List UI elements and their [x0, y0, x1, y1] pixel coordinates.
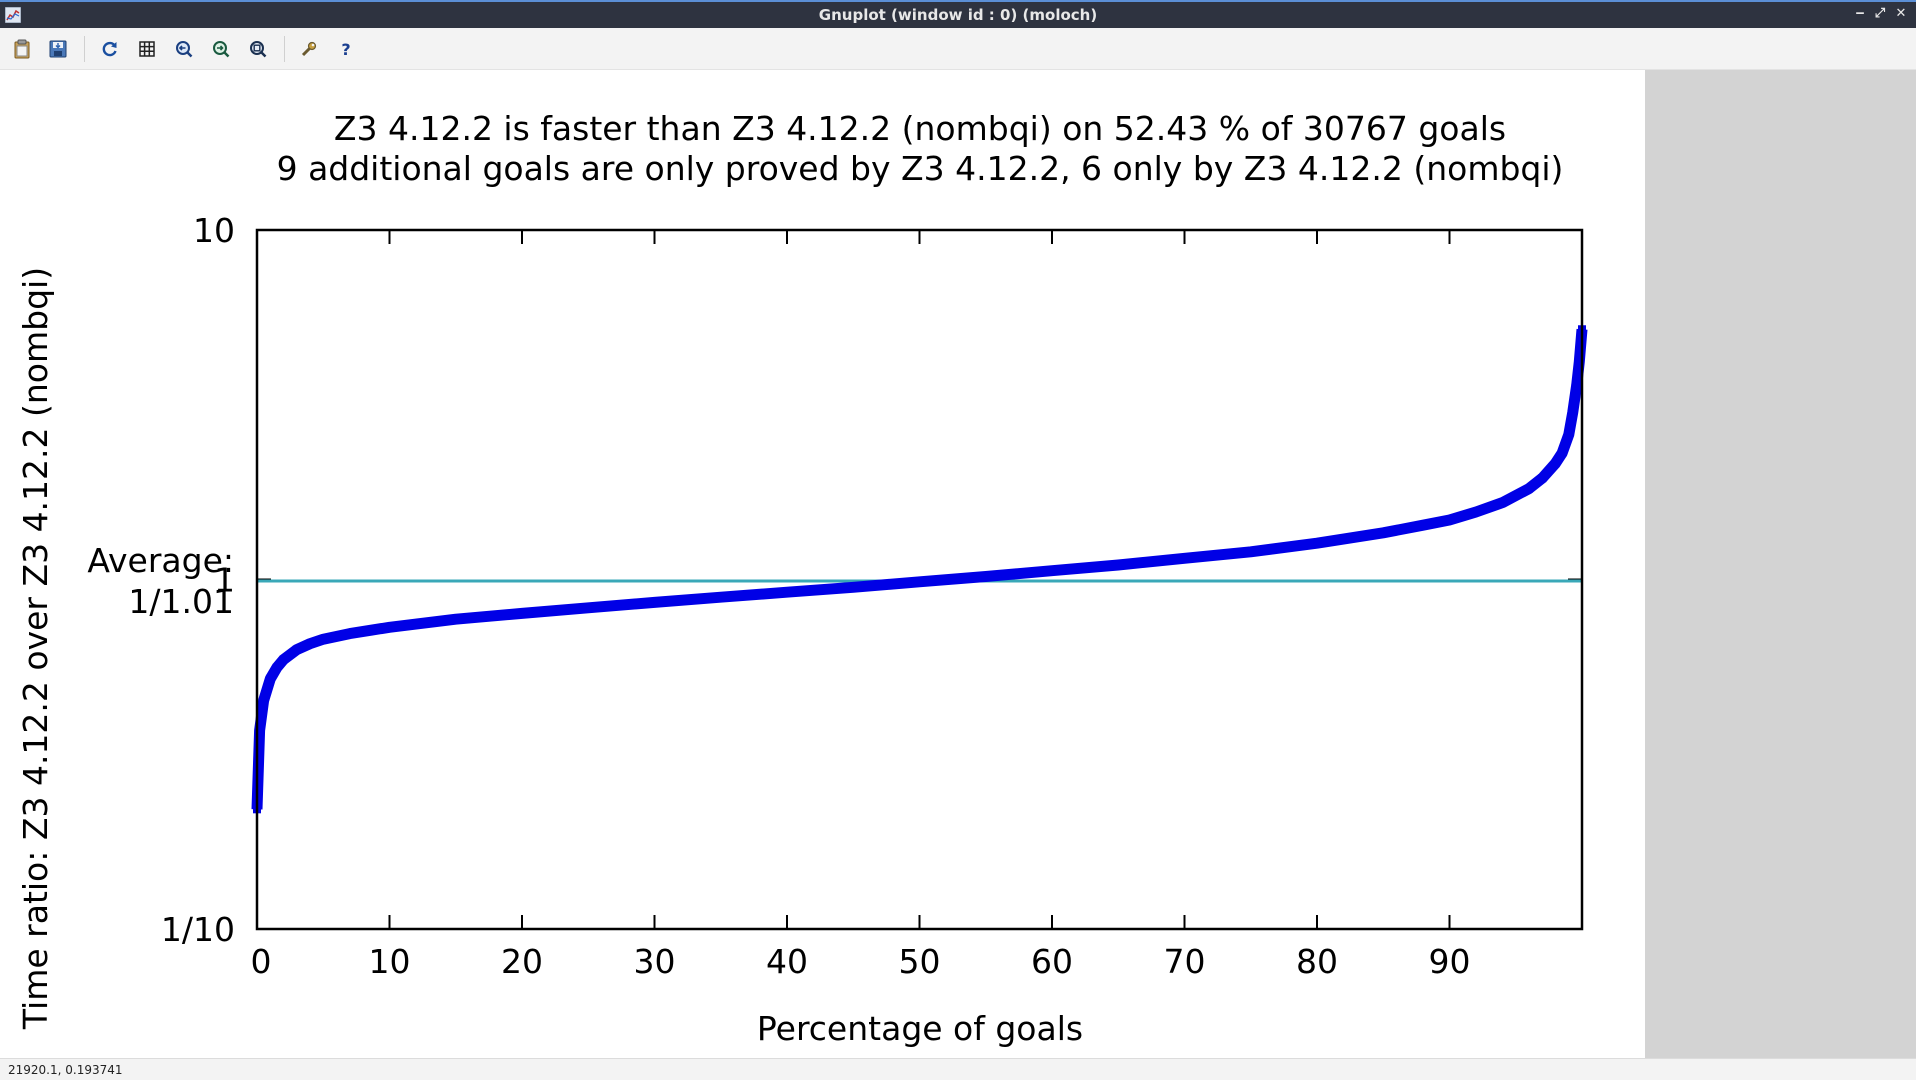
zoom-previous-icon	[176, 41, 193, 58]
data-point	[1551, 459, 1560, 468]
x-axis-label: Percentage of goals	[757, 1009, 1083, 1048]
data-point	[1525, 484, 1533, 493]
average-value-label: 1/1.01	[128, 582, 234, 621]
data-point	[1564, 430, 1573, 439]
refresh-icon	[102, 41, 117, 57]
x-tick-label: 60	[1031, 942, 1073, 981]
clipboard-icon	[14, 39, 30, 59]
data-point	[1048, 566, 1056, 575]
side-panel	[1645, 70, 1916, 1058]
series-line	[251, 328, 1588, 810]
data-point	[1379, 528, 1388, 537]
previous-zoom-button[interactable]	[172, 37, 196, 61]
data-point	[259, 696, 268, 705]
y-axis-label: Time ratio: Z3 4.12.2 over Z3 4.12.2 (no…	[16, 267, 55, 1030]
data-point	[915, 577, 924, 586]
data-point	[981, 572, 990, 581]
restore-icon[interactable]: ⤢	[1874, 6, 1886, 21]
x-tick-label: 0	[251, 942, 272, 981]
x-tick-label: 10	[369, 942, 411, 981]
title-bar[interactable]: Gnuplot (window id : 0) (moloch) ‒ ⤢ ✕	[0, 0, 1916, 28]
y-tick-label: 1	[214, 561, 235, 600]
data-point	[1538, 474, 1547, 483]
help-icon: ?	[341, 40, 350, 58]
next-zoom-button[interactable]	[209, 37, 233, 61]
data-point	[518, 609, 526, 618]
data-point	[1558, 449, 1567, 458]
data-point	[255, 726, 264, 735]
data-point	[783, 588, 791, 597]
plot-canvas[interactable]: Z3 4.12.2 is faster than Z3 4.12.2 (nomb…	[0, 70, 1645, 1058]
y-tick-label: 10	[193, 211, 235, 250]
data-point	[306, 639, 314, 648]
data-point	[1575, 357, 1584, 366]
ticks-layer: 0 10 20 30 40 50 60 70 80 90 1/10 1 10	[161, 211, 1582, 981]
data-point	[650, 598, 659, 607]
data-point	[1572, 381, 1581, 390]
toolbar: ?	[0, 28, 1916, 70]
y-tick-label: 1/10	[161, 910, 235, 949]
data-point	[266, 674, 275, 683]
average-label: Average:	[87, 541, 234, 580]
data-point	[345, 629, 354, 638]
series-layer	[251, 325, 1588, 814]
toolbar-separator	[84, 36, 85, 62]
plot-frame	[255, 228, 1584, 931]
minimize-icon[interactable]: ‒	[1855, 6, 1865, 21]
data-point	[292, 645, 301, 654]
x-tick-label: 30	[634, 942, 676, 981]
help-button[interactable]: ?	[334, 37, 358, 61]
window-title: Gnuplot (window id : 0) (moloch)	[818, 6, 1098, 24]
zoom-autoscale-icon	[250, 41, 267, 58]
status-bar: 21920.1, 0.193741	[0, 1058, 1916, 1080]
close-icon[interactable]: ✕	[1895, 6, 1907, 21]
data-point	[1472, 508, 1480, 517]
data-point	[1445, 515, 1454, 524]
data-point	[1568, 408, 1577, 417]
data-point	[319, 635, 328, 644]
app-icon	[5, 7, 21, 23]
data-point	[1313, 539, 1321, 548]
chart-title: Z3 4.12.2 is faster than Z3 4.12.2 (nomb…	[334, 109, 1506, 148]
frame-layer	[255, 228, 1584, 931]
chart-subtitle: 9 additional goals are only proved by Z3…	[277, 149, 1564, 188]
chart[interactable]: Z3 4.12.2 is faster than Z3 4.12.2 (nomb…	[0, 70, 1645, 1058]
grid-button[interactable]	[135, 37, 159, 61]
export-button[interactable]	[46, 37, 70, 61]
data-point	[849, 583, 858, 592]
data-point	[1246, 547, 1255, 556]
x-tick-label: 70	[1164, 942, 1206, 981]
x-tick-label: 50	[899, 942, 941, 981]
data-point	[451, 615, 460, 624]
data-point	[1498, 498, 1507, 507]
autoscale-button[interactable]	[246, 37, 270, 61]
replot-button[interactable]	[98, 37, 122, 61]
x-tick-label: 40	[766, 942, 808, 981]
zoom-next-icon	[213, 41, 230, 58]
options-button[interactable]	[297, 37, 321, 61]
data-point	[1114, 561, 1123, 570]
data-point	[716, 593, 725, 602]
toolbar-separator	[284, 36, 285, 62]
wrench-icon	[301, 41, 317, 57]
x-tick-label: 80	[1296, 942, 1338, 981]
data-point	[279, 655, 288, 664]
x-tick-label: 20	[501, 942, 543, 981]
data-point	[584, 603, 593, 612]
data-point	[1419, 521, 1427, 530]
grid-icon	[139, 41, 155, 57]
svg-text:?: ?	[341, 40, 350, 58]
data-point	[1180, 554, 1189, 563]
x-tick-label: 90	[1429, 942, 1471, 981]
save-icon	[49, 40, 67, 58]
mouse-coordinates: 21920.1, 0.193741	[8, 1063, 123, 1077]
copy-to-clipboard-button[interactable]	[10, 37, 34, 61]
data-point	[272, 663, 281, 672]
data-point	[385, 623, 394, 632]
